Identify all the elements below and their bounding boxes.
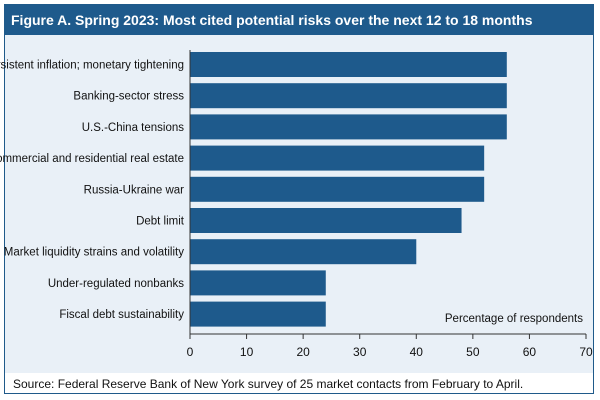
chart-title: Figure A. Spring 2023: Most cited potent… [5,5,593,35]
bar-4 [190,176,485,202]
category-label-8: Fiscal debt sustainability [59,309,184,321]
category-label-4: Russia-Ukraine war [84,184,185,196]
x-tick-label-4: 40 [410,345,424,359]
category-label-5: Debt limit [136,216,185,228]
bar-3 [190,145,485,171]
category-label-3: Commercial and residential real estate [0,153,184,165]
category-label-0: Persistent inflation; monetary tightenin… [0,60,184,72]
x-axis-title: Percentage of respondents [445,313,583,325]
category-label-1: Banking-sector stress [73,91,184,103]
bar-2 [190,114,507,140]
bar-1 [190,83,507,109]
category-label-7: Under-regulated nonbanks [48,278,184,290]
bar-7 [190,270,326,296]
category-label-6: Market liquidity strains and volatility [4,247,184,259]
bar-0 [190,52,507,77]
source-note: Source: Federal Reserve Bank of New York… [13,377,524,391]
bar-5 [190,208,462,233]
x-tick-label-5: 50 [466,345,480,359]
x-tick-label-1: 10 [240,345,254,359]
x-tick-label-0: 0 [187,345,194,359]
x-tick-label-6: 60 [523,345,537,359]
bar-8 [190,301,326,327]
x-tick-label-2: 20 [296,345,310,359]
category-label-2: U.S.-China tensions [82,122,185,134]
x-tick-label-3: 30 [353,345,367,359]
bar-6 [190,239,417,265]
x-tick-label-7: 70 [579,345,593,359]
